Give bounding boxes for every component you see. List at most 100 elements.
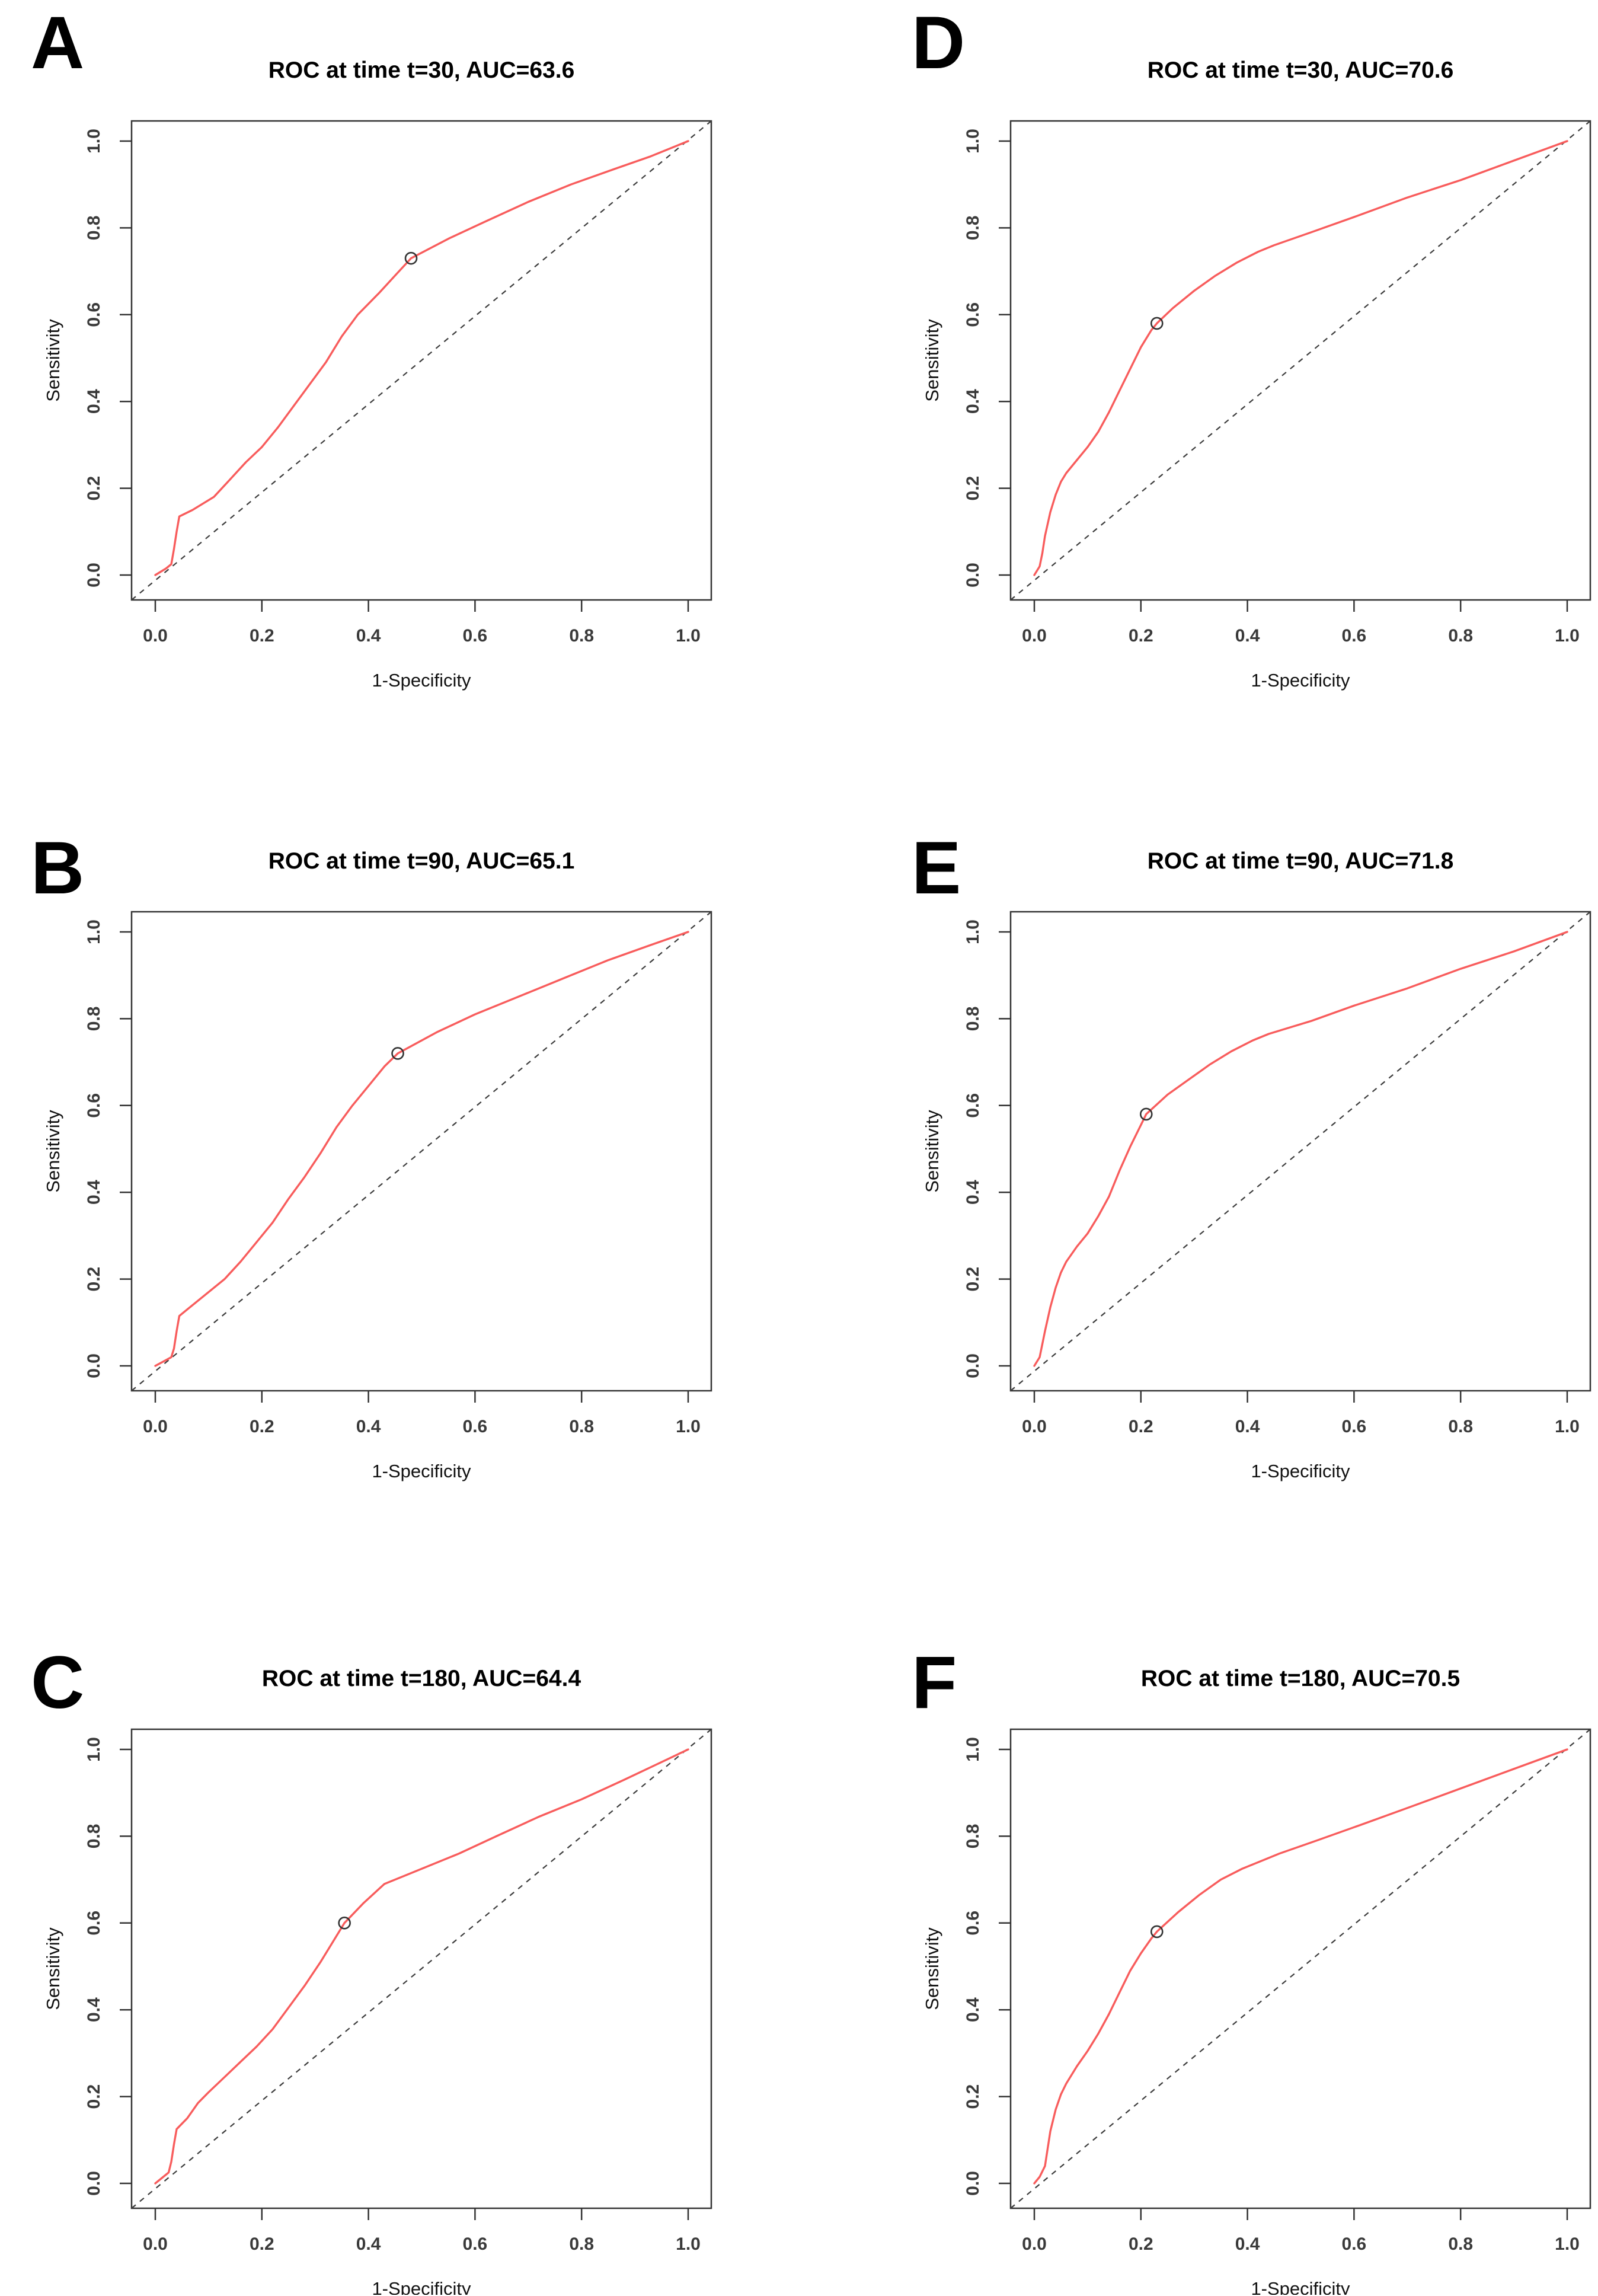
y-tick-label: 0.2 [84, 476, 104, 501]
y-tick-label: 0.8 [963, 216, 983, 241]
x-tick-label: 0.6 [1342, 2234, 1367, 2254]
x-tick-label: 1.0 [676, 2234, 701, 2254]
panel-letter-D: D [912, 2, 966, 84]
y-tick-label: 0.8 [84, 1824, 104, 1849]
x-tick-label: 0.6 [463, 1417, 488, 1436]
x-tick-label: 0.4 [356, 626, 381, 646]
chance-diagonal [131, 120, 712, 601]
y-axis-label: Sensitivity [43, 319, 63, 402]
x-tick-label: 0.6 [463, 2234, 488, 2254]
y-tick-label: 0.8 [84, 216, 104, 241]
y-tick-label: 1.0 [963, 1737, 983, 1762]
cutoff-marker [391, 1047, 404, 1060]
roc-chart-B: 0.0 0.2 0.4 0.6 0.8 1.0 0.0 0.2 0.4 0.6 0.8 1.0 ROC … [43, 848, 712, 1481]
x-axis-label: 1-Specificity [372, 2278, 471, 2295]
y-tick-label: 0.8 [84, 1007, 104, 1032]
x-tick-label: 0.0 [143, 1417, 168, 1436]
cutoff-marker [1150, 1925, 1164, 1939]
x-axis-label: 1-Specificity [1251, 2278, 1350, 2295]
panel-B: B 0.0 0.2 0.4 0.6 0.8 1.0 0.0 0.2 0.4 0.6 0.8 1.0 RO… [0, 765, 799, 1530]
roc-curve [1033, 140, 1568, 576]
panel-letter-C: C [31, 1642, 85, 1724]
x-tick-label: 0.2 [1129, 2234, 1153, 2254]
x-tick-label: 0.2 [1129, 626, 1153, 646]
x-tick-label: 0.6 [463, 626, 488, 646]
x-tick-label: 0.8 [1448, 2234, 1473, 2254]
y-tick-label: 0.0 [84, 1353, 104, 1378]
y-tick-label: 1.0 [963, 129, 983, 154]
y-tick-label: 0.6 [963, 302, 983, 327]
y-axis-label: Sensitivity [922, 319, 942, 402]
y-tick-label: 0.2 [84, 2084, 104, 2109]
chart-title: ROC at time t=30, AUC=63.6 [269, 58, 575, 83]
x-tick-label: 0.0 [1022, 626, 1047, 646]
x-tick-label: 0.8 [569, 2234, 594, 2254]
roc-curve [154, 1748, 689, 2185]
y-tick-label: 0.2 [84, 1267, 104, 1292]
y-tick-label: 1.0 [84, 129, 104, 154]
y-tick-label: 0.6 [84, 1093, 104, 1118]
panel-C: C 0.0 0.2 0.4 0.6 0.8 1.0 0.0 0.2 0.4 0.6 0.8 1.0 RO… [0, 1529, 799, 2295]
chance-diagonal [1010, 1729, 1591, 2209]
cutoff-marker [338, 1916, 351, 1930]
y-tick-label: 0.4 [84, 1997, 104, 2022]
panel-F: F 0.0 0.2 0.4 0.6 0.8 1.0 0.0 0.2 0.4 0.6 0.8 1.0 RO… [799, 1529, 1598, 2295]
x-tick-label: 0.2 [250, 1417, 274, 1436]
x-tick-label: 0.4 [1235, 2234, 1260, 2254]
y-tick-label: 0.6 [84, 302, 104, 327]
panel-A: A 0.0 0.2 0.4 0.6 0.8 1.0 0.0 0.2 0.4 0.6 0.8 1.0 RO… [0, 0, 799, 765]
chance-diagonal [131, 1729, 712, 2209]
x-tick-label: 0.8 [1448, 1417, 1473, 1436]
roc-chart-C: 0.0 0.2 0.4 0.6 0.8 1.0 0.0 0.2 0.4 0.6 0.8 1.0 ROC … [43, 1666, 712, 2295]
y-tick-label: 1.0 [84, 1737, 104, 1762]
cutoff-marker [404, 251, 418, 265]
x-tick-label: 0.8 [1448, 626, 1473, 646]
panel-letter-E: E [912, 827, 961, 909]
x-tick-label: 0.6 [1342, 1417, 1367, 1436]
x-tick-label: 0.8 [569, 626, 594, 646]
x-axis-label: 1-Specificity [372, 670, 471, 691]
y-tick-label: 0.4 [963, 389, 983, 414]
x-tick-label: 0.0 [1022, 1417, 1047, 1436]
x-axis-label: 1-Specificity [1251, 1461, 1350, 1481]
x-tick-label: 1.0 [1555, 626, 1580, 646]
y-tick-label: 1.0 [963, 919, 983, 944]
panel-E: E 0.0 0.2 0.4 0.6 0.8 1.0 0.0 0.2 0.4 0.6 0.8 1.0 RO… [799, 765, 1598, 1530]
plot-box [130, 1728, 712, 2209]
y-tick-label: 0.4 [84, 1180, 104, 1205]
plot-box [1009, 120, 1591, 601]
plot-box [1009, 1728, 1591, 2209]
roc-chart-F: 0.0 0.2 0.4 0.6 0.8 1.0 0.0 0.2 0.4 0.6 0.8 1.0 ROC … [922, 1666, 1591, 2295]
y-tick-label: 0.6 [963, 1911, 983, 1936]
y-tick-label: 0.0 [84, 563, 104, 587]
y-tick-label: 0.2 [963, 1267, 983, 1292]
y-tick-label: 0.8 [963, 1007, 983, 1032]
chart-title: ROC at time t=90, AUC=65.1 [269, 848, 575, 874]
x-tick-label: 0.4 [1235, 626, 1260, 646]
panel-letter-B: B [31, 827, 85, 909]
y-tick-label: 0.2 [963, 2084, 983, 2109]
chance-diagonal [1010, 120, 1591, 601]
panel-D: D 0.0 0.2 0.4 0.6 0.8 1.0 0.0 0.2 0.4 0.6 0.8 1.0 RO… [799, 0, 1598, 765]
roc-curve [1033, 1748, 1568, 2185]
panel-letter-A: A [31, 2, 85, 84]
y-tick-label: 0.4 [963, 1997, 983, 2022]
y-axis-label: Sensitivity [922, 1927, 942, 2010]
y-tick-label: 1.0 [84, 919, 104, 944]
x-tick-label: 0.4 [356, 2234, 381, 2254]
x-axis-label: 1-Specificity [372, 1461, 471, 1481]
chart-title: ROC at time t=90, AUC=71.8 [1148, 848, 1454, 874]
y-tick-label: 0.0 [963, 1353, 983, 1378]
y-tick-label: 0.4 [84, 389, 104, 414]
chart-title: ROC at time t=30, AUC=70.6 [1148, 58, 1454, 83]
roc-curve [1033, 931, 1568, 1367]
y-tick-label: 0.0 [963, 2171, 983, 2196]
roc-chart-E: 0.0 0.2 0.4 0.6 0.8 1.0 0.0 0.2 0.4 0.6 0.8 1.0 ROC … [922, 848, 1591, 1481]
y-tick-label: 0.8 [963, 1824, 983, 1849]
x-tick-label: 0.0 [1022, 2234, 1047, 2254]
chart-title: ROC at time t=180, AUC=64.4 [262, 1666, 581, 1691]
roc-curve [154, 140, 689, 576]
y-tick-label: 0.0 [84, 2171, 104, 2196]
plot-box [130, 911, 712, 1392]
